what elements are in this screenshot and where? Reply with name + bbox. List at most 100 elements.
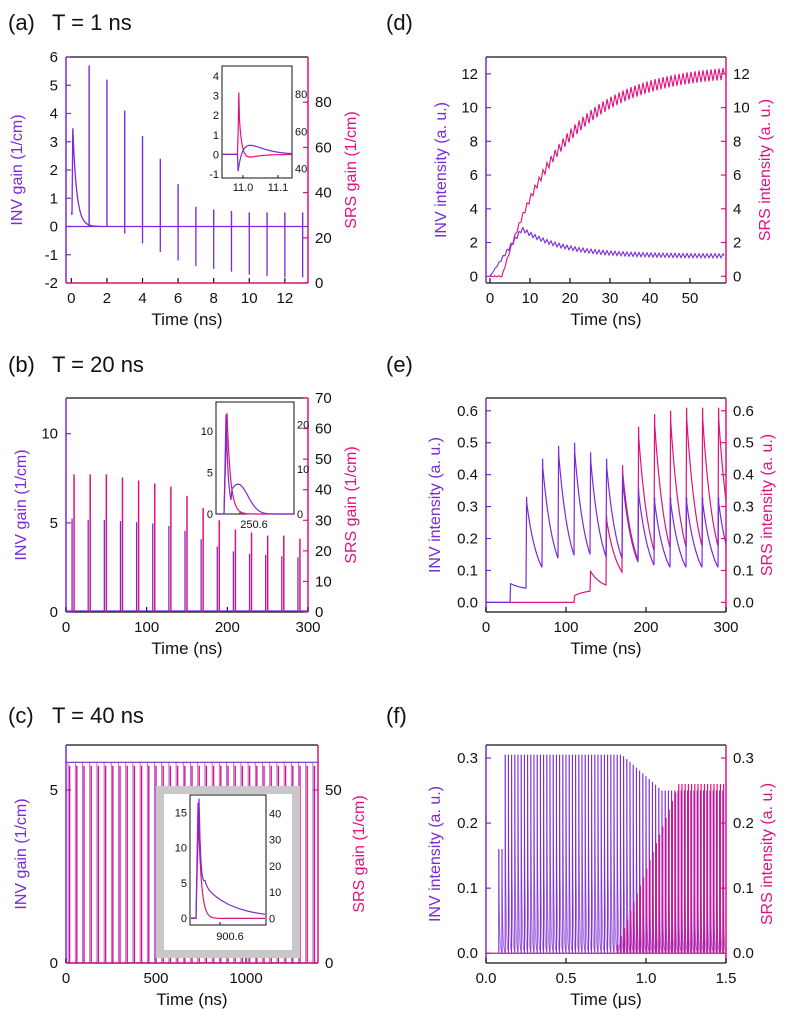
inv-decay bbox=[524, 754, 528, 952]
right-axis-label: SRS intensity (a. u.) bbox=[757, 99, 774, 241]
inv-decay bbox=[616, 754, 621, 952]
inset-x-label: 11.1 bbox=[268, 182, 289, 194]
inset-left-label: -1 bbox=[209, 169, 219, 181]
left-tick-label: 0 bbox=[50, 604, 58, 621]
inv-decay bbox=[508, 754, 512, 952]
inset-srs-line bbox=[191, 802, 265, 919]
x-axis-label: Time (ns) bbox=[151, 310, 222, 329]
left-tick-label: 1 bbox=[50, 190, 58, 207]
left-tick-label: -2 bbox=[45, 275, 58, 292]
inv-decay bbox=[568, 754, 573, 952]
inset-left-label: 1 bbox=[213, 130, 219, 142]
inv-decay bbox=[610, 754, 615, 952]
right-tick-label: 0.0 bbox=[733, 945, 754, 962]
left-tick-label: 0.3 bbox=[457, 499, 478, 516]
srs-intensity-line bbox=[486, 407, 727, 603]
left-tick-label: 0.1 bbox=[457, 562, 478, 579]
inset-left-label: 0 bbox=[181, 913, 187, 925]
right-axis-label: SRS intensity (a. u.) bbox=[759, 783, 776, 925]
inset-x-label: 900.6 bbox=[216, 931, 244, 943]
chart-panel-d: 0 10 20 30 40 50 0 2 4 6 8 10 12 0 2 4 6 8 10 12 Time (ns) IN… bbox=[386, 10, 774, 329]
right-tick-label: 0 bbox=[315, 275, 323, 292]
inset-c: 900.6 0 5 10 15 0 10 20 30 40 bbox=[156, 786, 300, 958]
x-tick-label: 20 bbox=[562, 290, 579, 307]
inset-frame bbox=[221, 65, 293, 179]
inset-x-label: 11.0 bbox=[233, 182, 254, 194]
x-tick-label: 6 bbox=[174, 290, 182, 307]
inv-decay bbox=[556, 754, 560, 952]
left-tick-label: 2 bbox=[50, 162, 58, 179]
panel-title: T = 20 ns bbox=[52, 352, 144, 377]
inv-decay bbox=[498, 849, 503, 953]
inv-intensity-line bbox=[486, 442, 727, 603]
inv-decay bbox=[607, 754, 611, 952]
inv-decay-line bbox=[70, 128, 103, 228]
inv-decay bbox=[536, 754, 541, 952]
right-tick-label: 80 bbox=[315, 94, 332, 111]
inv-decay bbox=[511, 754, 515, 952]
left-axis-label: INV gain (1/cm) bbox=[13, 449, 30, 560]
left-tick-label: 0.3 bbox=[457, 750, 478, 767]
inset-inv-line bbox=[191, 798, 266, 919]
inset-left-label: 15 bbox=[175, 808, 187, 820]
left-tick-label: 0 bbox=[50, 955, 58, 972]
left-tick-label: 3 bbox=[50, 134, 58, 151]
right-tick-label: 30 bbox=[315, 512, 332, 529]
inv-decay bbox=[565, 754, 570, 952]
right-axis-label: SRS intensity (a. u.) bbox=[759, 434, 776, 576]
panel-label: (a) bbox=[8, 10, 35, 35]
inv-decay bbox=[581, 754, 586, 952]
x-tick-label: 200 bbox=[215, 619, 240, 636]
x-axis-label: Time (ns) bbox=[570, 639, 641, 658]
right-tick-label: 0.2 bbox=[733, 531, 754, 548]
inv-decay bbox=[591, 754, 595, 952]
inv-decay bbox=[636, 767, 640, 952]
left-tick-label: 12 bbox=[461, 66, 478, 83]
right-tick-label: 20 bbox=[315, 230, 332, 247]
left-tick-label: 0.1 bbox=[457, 880, 478, 897]
inset-right-label: 60 bbox=[295, 126, 307, 138]
right-tick-label: 6 bbox=[733, 167, 741, 184]
x-tick-label: 50 bbox=[682, 290, 699, 307]
x-tick-label: 4 bbox=[138, 290, 146, 307]
left-tick-label: 0 bbox=[50, 219, 58, 236]
left-tick-label: 5 bbox=[50, 782, 58, 799]
right-tick-label: 0.5 bbox=[733, 435, 754, 452]
x-tick-label: 300 bbox=[713, 619, 738, 636]
inset-right-label: 0 bbox=[269, 913, 275, 925]
inv-decay bbox=[626, 759, 631, 952]
x-tick-label: 12 bbox=[277, 290, 294, 307]
inset-left-label: 5 bbox=[207, 468, 213, 480]
x-tick-label: 0 bbox=[67, 290, 75, 307]
inv-decay bbox=[514, 754, 519, 952]
inset-left-label: 2 bbox=[213, 110, 219, 122]
inv-decay bbox=[578, 754, 583, 952]
inv-decay bbox=[645, 776, 650, 952]
right-tick-label: 0.0 bbox=[733, 594, 754, 611]
inset-b: 250.6 0 5 10 0 10 20 bbox=[201, 401, 309, 531]
panel-label: (d) bbox=[386, 10, 413, 35]
inv-decay bbox=[613, 754, 618, 952]
inset-frame bbox=[189, 794, 267, 926]
x-tick-label: 1000 bbox=[229, 970, 262, 987]
inv-decay bbox=[572, 754, 576, 952]
inv-decay bbox=[584, 754, 589, 952]
right-tick-label: 40 bbox=[315, 482, 332, 499]
right-tick-label: 0.3 bbox=[733, 750, 754, 767]
inset-left-label: 0 bbox=[213, 149, 219, 161]
inv-decay bbox=[540, 754, 544, 952]
inset-right-label: 40 bbox=[269, 808, 281, 820]
left-axis-label: INV gain (1/cm) bbox=[9, 114, 26, 225]
left-tick-label: 6 bbox=[470, 167, 478, 184]
left-tick-label: 4 bbox=[50, 106, 58, 123]
x-tick-label: 40 bbox=[642, 290, 659, 307]
right-tick-label: 0 bbox=[733, 268, 741, 285]
x-tick-label: 0 bbox=[482, 619, 490, 636]
inv-decay bbox=[600, 754, 605, 952]
right-tick-label: 4 bbox=[733, 201, 741, 218]
inv-decay bbox=[620, 754, 624, 952]
left-tick-label: 4 bbox=[470, 201, 478, 218]
right-tick-label: 60 bbox=[315, 421, 332, 438]
x-axis-label: Time (ns) bbox=[156, 990, 227, 1009]
